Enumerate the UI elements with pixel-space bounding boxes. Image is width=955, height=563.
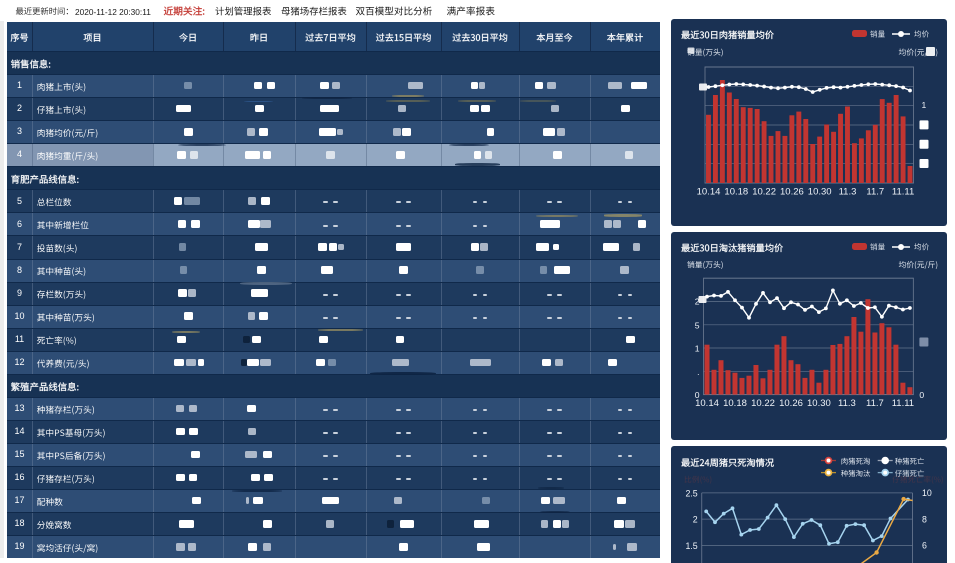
svg-text:10.30: 10.30: [808, 187, 832, 198]
svg-text:1: 1: [922, 100, 927, 110]
svg-text:2: 2: [695, 297, 700, 307]
svg-text:1.5: 1.5: [685, 541, 697, 551]
svg-text:10.14: 10.14: [695, 398, 719, 409]
svg-text:11.11: 11.11: [892, 398, 914, 409]
svg-text:11.3: 11.3: [839, 187, 857, 198]
svg-text:11.7: 11.7: [866, 398, 884, 409]
svg-text:10.18: 10.18: [723, 398, 747, 409]
svg-text:10.22: 10.22: [752, 187, 776, 198]
svg-text:2: 2: [693, 515, 698, 525]
svg-text:5: 5: [695, 320, 700, 330]
svg-text:2.5: 2.5: [685, 488, 697, 498]
svg-text:10: 10: [922, 488, 932, 498]
svg-text:1: 1: [695, 344, 700, 354]
svg-text:0: 0: [695, 390, 700, 400]
svg-text:10.18: 10.18: [724, 187, 748, 198]
svg-text:10.22: 10.22: [751, 398, 775, 409]
svg-text:10.30: 10.30: [807, 398, 831, 409]
svg-text:11.3: 11.3: [838, 398, 856, 409]
svg-text:6: 6: [922, 541, 927, 551]
svg-text:10.26: 10.26: [779, 398, 803, 409]
svg-text:0: 0: [919, 390, 924, 400]
svg-text:10.26: 10.26: [780, 187, 804, 198]
svg-text:11.11: 11.11: [892, 187, 914, 198]
svg-text:11.7: 11.7: [866, 187, 884, 198]
svg-text:10.14: 10.14: [697, 187, 721, 198]
svg-text:8: 8: [922, 514, 927, 524]
svg-text:.: .: [697, 367, 699, 377]
